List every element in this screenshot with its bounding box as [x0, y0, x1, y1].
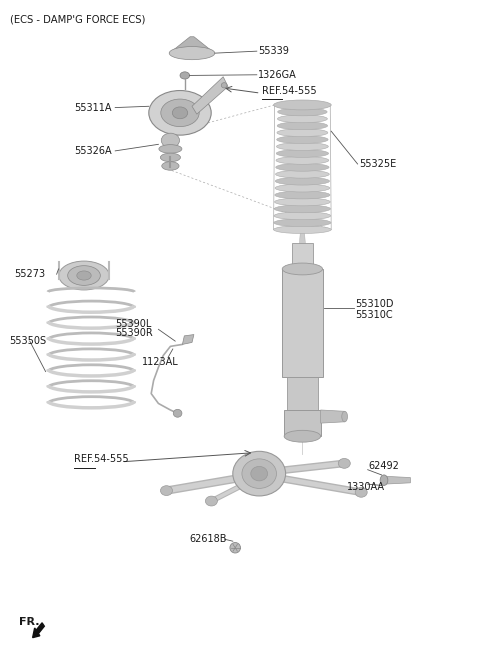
- Ellipse shape: [355, 487, 367, 497]
- Ellipse shape: [275, 177, 329, 185]
- Ellipse shape: [205, 496, 217, 506]
- Text: FR.: FR.: [19, 617, 40, 627]
- Ellipse shape: [59, 261, 109, 290]
- Text: 55325E: 55325E: [359, 159, 396, 169]
- Ellipse shape: [159, 144, 182, 153]
- Ellipse shape: [160, 485, 172, 495]
- Ellipse shape: [284, 430, 321, 442]
- Ellipse shape: [275, 191, 330, 199]
- Text: 62618B: 62618B: [190, 534, 227, 544]
- Polygon shape: [384, 476, 410, 484]
- Ellipse shape: [276, 156, 329, 164]
- Ellipse shape: [277, 115, 327, 123]
- Ellipse shape: [274, 205, 330, 213]
- Text: 55326A: 55326A: [74, 146, 112, 156]
- Text: 1330AA: 1330AA: [347, 482, 384, 492]
- Ellipse shape: [233, 451, 286, 496]
- Polygon shape: [182, 335, 194, 344]
- Text: 55350S: 55350S: [10, 336, 47, 346]
- Text: 55339: 55339: [258, 46, 289, 56]
- Ellipse shape: [277, 108, 327, 116]
- Ellipse shape: [275, 184, 330, 192]
- Ellipse shape: [173, 409, 182, 417]
- Ellipse shape: [230, 543, 240, 553]
- Ellipse shape: [180, 72, 190, 79]
- Polygon shape: [321, 410, 345, 423]
- Ellipse shape: [274, 100, 331, 110]
- Polygon shape: [192, 77, 228, 114]
- Ellipse shape: [277, 122, 327, 130]
- Polygon shape: [292, 243, 313, 272]
- Ellipse shape: [282, 263, 323, 275]
- Polygon shape: [287, 377, 318, 410]
- Ellipse shape: [274, 212, 331, 220]
- Ellipse shape: [251, 466, 268, 481]
- Text: (ECS - DAMP'G FORCE ECS): (ECS - DAMP'G FORCE ECS): [10, 14, 145, 24]
- Text: 55390L: 55390L: [115, 319, 152, 329]
- Ellipse shape: [276, 171, 329, 178]
- Ellipse shape: [276, 136, 328, 144]
- Text: 55310C: 55310C: [355, 310, 393, 320]
- Ellipse shape: [161, 133, 180, 148]
- Ellipse shape: [221, 83, 227, 88]
- Ellipse shape: [276, 142, 328, 150]
- Ellipse shape: [242, 459, 276, 488]
- Text: REF.54-555: REF.54-555: [74, 454, 129, 464]
- Text: 1123AL: 1123AL: [142, 357, 179, 367]
- Polygon shape: [169, 37, 215, 53]
- Text: 55311A: 55311A: [74, 102, 112, 113]
- Ellipse shape: [277, 129, 328, 136]
- Ellipse shape: [169, 47, 215, 60]
- Ellipse shape: [275, 198, 330, 206]
- Text: 55310D: 55310D: [355, 299, 394, 310]
- Polygon shape: [299, 230, 306, 249]
- Ellipse shape: [276, 163, 329, 171]
- Ellipse shape: [77, 271, 91, 280]
- Ellipse shape: [161, 99, 199, 127]
- Text: 62492: 62492: [369, 461, 399, 471]
- Ellipse shape: [274, 218, 331, 226]
- Ellipse shape: [274, 226, 331, 234]
- Ellipse shape: [149, 91, 211, 135]
- Text: 55273: 55273: [14, 269, 46, 279]
- Text: 55390R: 55390R: [115, 328, 153, 338]
- Text: 1326GA: 1326GA: [258, 70, 297, 80]
- Polygon shape: [284, 410, 321, 436]
- Ellipse shape: [342, 411, 348, 422]
- Ellipse shape: [68, 266, 100, 285]
- Ellipse shape: [276, 150, 328, 157]
- FancyArrow shape: [33, 623, 44, 638]
- Ellipse shape: [172, 107, 188, 119]
- Polygon shape: [282, 269, 323, 377]
- Ellipse shape: [160, 153, 180, 161]
- Ellipse shape: [338, 459, 350, 468]
- Ellipse shape: [162, 161, 179, 171]
- Ellipse shape: [380, 475, 388, 485]
- Text: REF.54-555: REF.54-555: [262, 85, 316, 96]
